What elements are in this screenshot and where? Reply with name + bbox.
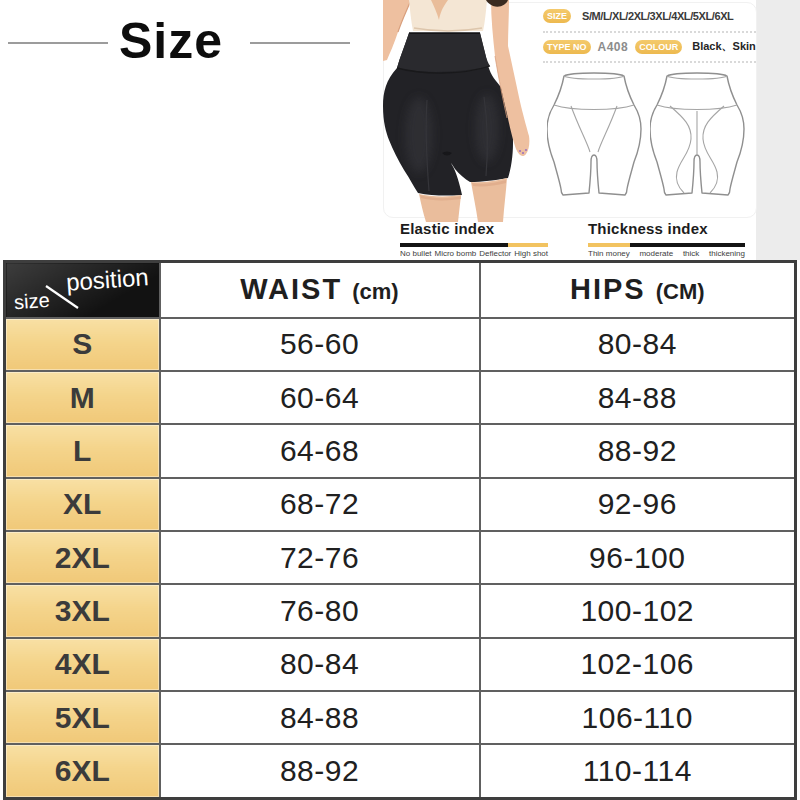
page-title: Size — [119, 12, 223, 70]
page-right-gutter — [756, 0, 800, 260]
table-row: 4XL80-84102-106 — [5, 638, 796, 691]
size-cell: L — [5, 424, 160, 477]
corner-cell: position size — [5, 262, 160, 318]
thickness-option: Thin money — [588, 249, 630, 258]
type-colour-row: TYPE NO A408 COLOUR Black、Skin — [543, 39, 756, 54]
thickness-index-labels: Thin money moderate thick thickening — [588, 249, 745, 258]
size-cell: 2XL — [5, 531, 160, 584]
hips-cell: 106-110 — [480, 691, 796, 744]
waist-cell: 64-68 — [160, 424, 480, 477]
table-row: L64-6888-92 — [5, 424, 796, 477]
size-row: SIZE S/M/L/XL/2XL/3XL/4XL/5XL/6XL — [543, 9, 756, 23]
waist-cell: 80-84 — [160, 638, 480, 691]
thickness-index-title: Thickness index — [588, 220, 745, 237]
header-section: Size SIZE S/M/L/XL/2XL/3XL/4XL/5XL/6XL — [0, 0, 800, 260]
garment-sketch-back — [650, 68, 745, 200]
elastic-option: Micro bomb — [435, 249, 477, 258]
elastic-bar-active — [508, 243, 548, 247]
hips-cell: 100-102 — [480, 584, 796, 637]
size-badge: SIZE — [543, 9, 571, 23]
corner-col-label: position — [65, 263, 149, 297]
size-cell: XL — [5, 478, 160, 531]
elastic-index: Elastic index No bullet Micro bomb Defle… — [400, 220, 548, 258]
thickness-index: Thickness index Thin money moderate thic… — [588, 220, 745, 258]
colour-badge: COLOUR — [635, 40, 682, 54]
divider-dotted-1 — [543, 31, 756, 33]
divider-dotted-2 — [543, 61, 756, 63]
size-table: position size WAIST (cm) HIPS (CM) S56-6… — [3, 260, 797, 800]
size-cell: 4XL — [5, 638, 160, 691]
type-no-value: A408 — [598, 40, 629, 54]
thickness-index-bar — [588, 243, 745, 247]
size-cell: 5XL — [5, 691, 160, 744]
waist-header: WAIST (cm) — [160, 262, 480, 318]
elastic-index-title: Elastic index — [400, 220, 548, 237]
thickness-bar-inactive — [630, 243, 745, 247]
hips-header: HIPS (CM) — [480, 262, 796, 318]
thickness-bar-active — [588, 243, 630, 247]
title-line-left — [8, 42, 108, 44]
hips-cell: 110-114 — [480, 744, 796, 798]
waist-cell: 72-76 — [160, 531, 480, 584]
hips-cell: 96-100 — [480, 531, 796, 584]
table-row: M60-6484-88 — [5, 371, 796, 424]
size-cell: 3XL — [5, 584, 160, 637]
table-row: 2XL72-7696-100 — [5, 531, 796, 584]
type-no-badge: TYPE NO — [543, 40, 591, 54]
corner-row-label: size — [13, 288, 50, 313]
table-row: 5XL84-88106-110 — [5, 691, 796, 744]
size-values: S/M/L/XL/2XL/3XL/4XL/5XL/6XL — [582, 10, 733, 22]
elastic-option: Deflector — [479, 249, 511, 258]
hips-cell: 84-88 — [480, 371, 796, 424]
waist-cell: 68-72 — [160, 478, 480, 531]
model-photo — [383, 0, 545, 222]
hips-cell: 102-106 — [480, 638, 796, 691]
elastic-index-bar — [400, 243, 548, 247]
table-row: 3XL76-80100-102 — [5, 584, 796, 637]
size-cell: S — [5, 318, 160, 371]
table-row: XL68-7292-96 — [5, 478, 796, 531]
waist-cell: 88-92 — [160, 744, 480, 798]
thickness-option: thick — [683, 249, 699, 258]
table-row: 6XL88-92110-114 — [5, 744, 796, 798]
waist-cell: 60-64 — [160, 371, 480, 424]
garment-sketch-front — [547, 68, 642, 200]
thickness-option: moderate — [639, 249, 673, 258]
table-header-row: position size WAIST (cm) HIPS (CM) — [5, 262, 796, 318]
hips-cell: 80-84 — [480, 318, 796, 371]
elastic-option: No bullet — [400, 249, 432, 258]
size-cell: 6XL — [5, 744, 160, 798]
title-line-right — [250, 42, 350, 44]
colour-value: Black、Skin — [692, 39, 756, 54]
size-cell: M — [5, 371, 160, 424]
elastic-bar-inactive — [400, 243, 508, 247]
thickness-option: thickening — [709, 249, 745, 258]
elastic-option: High shot — [514, 249, 548, 258]
size-table-body: S56-6080-84M60-6484-88L64-6888-92XL68-72… — [5, 318, 796, 799]
table-row: S56-6080-84 — [5, 318, 796, 371]
waist-cell: 56-60 — [160, 318, 480, 371]
waist-cell: 84-88 — [160, 691, 480, 744]
elastic-index-labels: No bullet Micro bomb Deflector High shot — [400, 249, 548, 258]
hips-cell: 92-96 — [480, 478, 796, 531]
waist-cell: 76-80 — [160, 584, 480, 637]
hips-cell: 88-92 — [480, 424, 796, 477]
